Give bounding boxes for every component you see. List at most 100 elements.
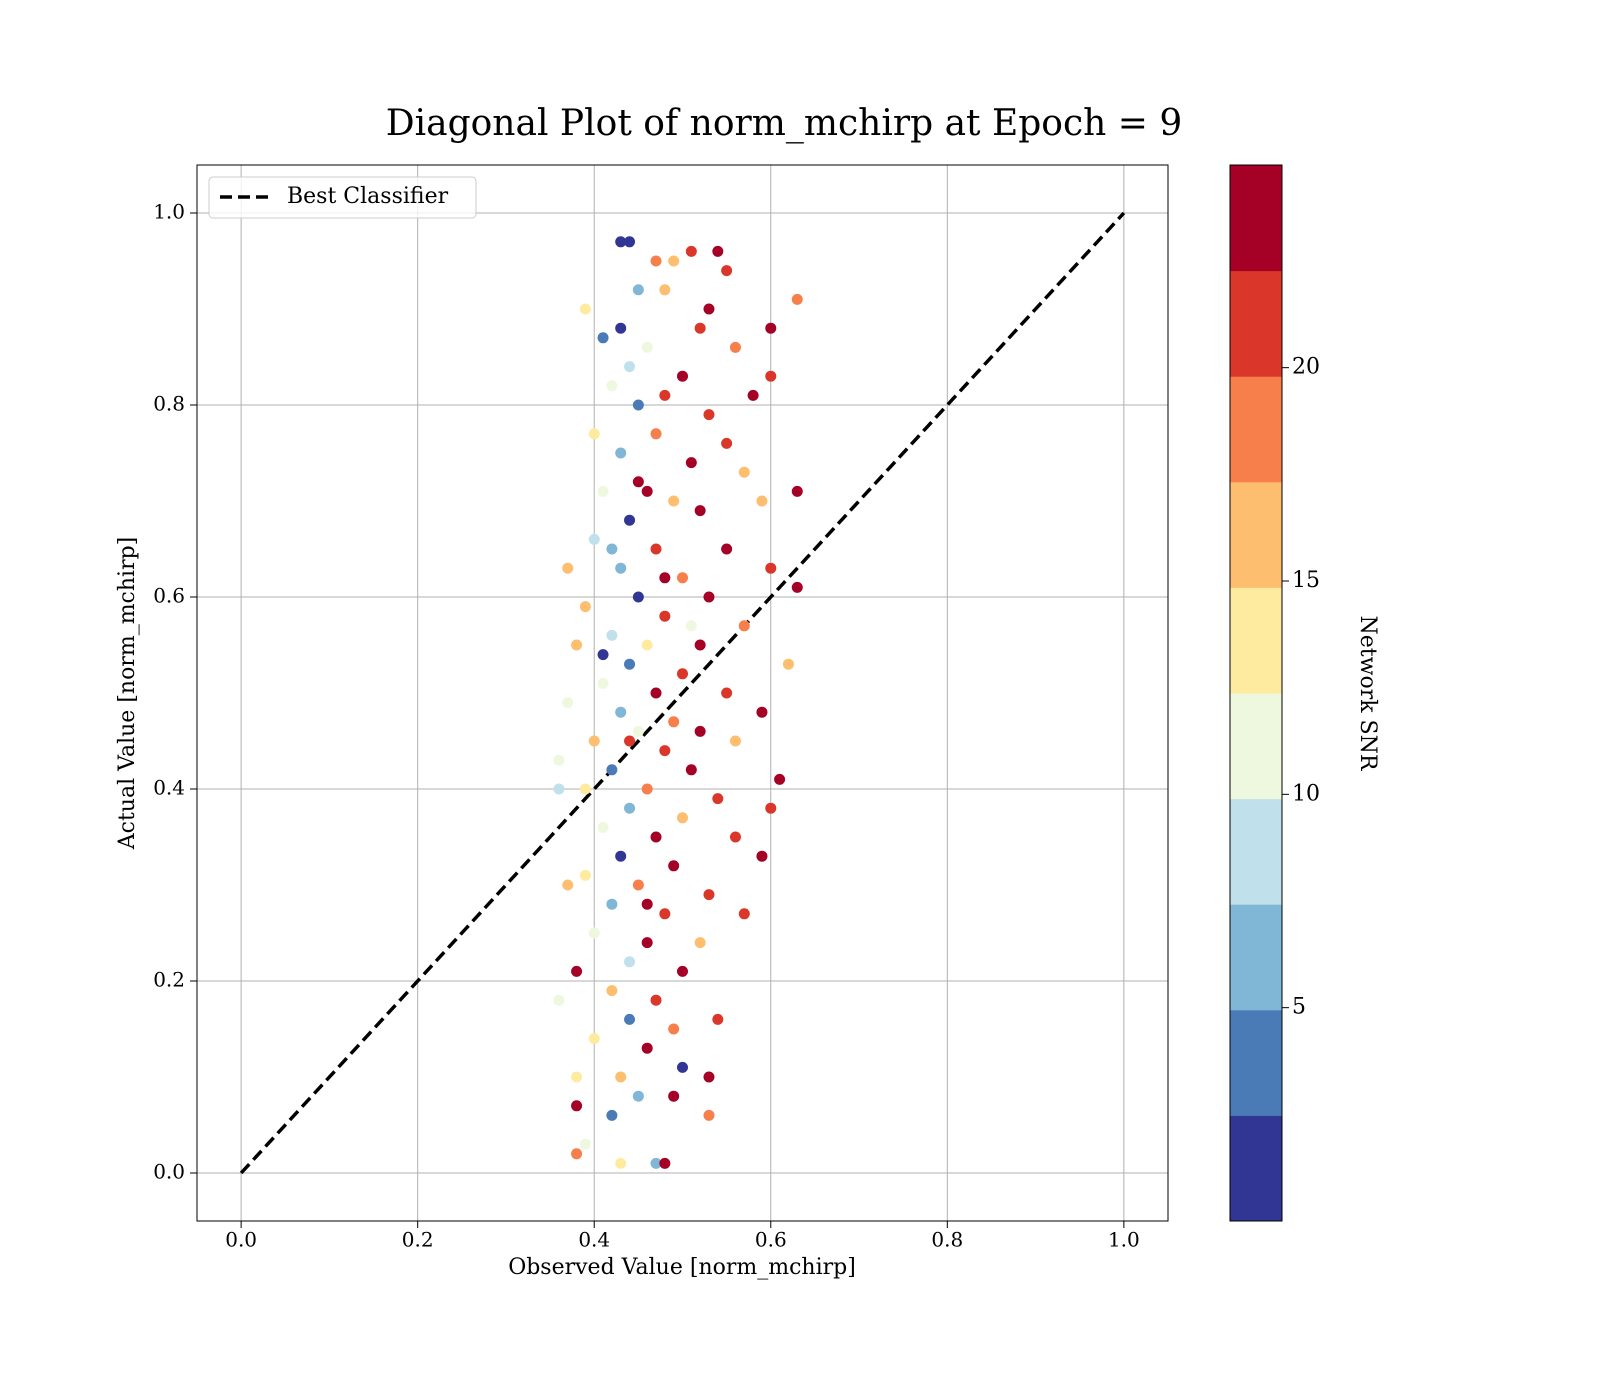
colorbar-bin — [1230, 376, 1282, 483]
scatter-point — [571, 965, 583, 977]
scatter-point — [641, 783, 653, 795]
scatter-point — [641, 341, 653, 353]
scatter-point — [571, 639, 583, 651]
scatter-point — [615, 562, 627, 574]
x-tick-label: 0.2 — [402, 1228, 434, 1252]
scatter-point — [588, 1033, 600, 1045]
y-tick-label: 1.0 — [153, 200, 185, 224]
scatter-point — [553, 994, 565, 1006]
scatter-point — [650, 1157, 662, 1169]
scatter-point — [765, 802, 777, 814]
scatter-point — [579, 303, 591, 315]
scatter-point — [668, 495, 680, 507]
scatter-point — [756, 850, 768, 862]
scatter-point — [721, 687, 733, 699]
scatter-point — [685, 620, 697, 632]
scatter-point — [632, 879, 644, 891]
colorbar-bin — [1230, 904, 1282, 1011]
scatter-point — [756, 706, 768, 718]
colorbar-bin — [1230, 587, 1282, 694]
scatter-point — [791, 581, 803, 593]
scatter-point — [668, 860, 680, 872]
scatter-point — [659, 389, 671, 401]
scatter-point — [738, 908, 750, 920]
scatter-point — [668, 255, 680, 267]
scatter-point — [650, 543, 662, 555]
scatter-point — [650, 687, 662, 699]
scatter-point — [615, 1071, 627, 1083]
scatter-point — [703, 1109, 715, 1121]
scatter-point — [641, 639, 653, 651]
scatter-point — [650, 994, 662, 1006]
scatter-point — [624, 956, 636, 968]
chart-title: Diagonal Plot of norm_mchirp at Epoch = … — [386, 103, 1183, 144]
scatter-point — [703, 591, 715, 603]
colorbar-bin — [1230, 798, 1282, 905]
scatter-point — [632, 1090, 644, 1102]
scatter-point — [738, 466, 750, 478]
scatter-point — [782, 658, 794, 670]
colorbar-bin — [1230, 270, 1282, 377]
scatter-point — [624, 514, 636, 526]
x-axis-label: Observed Value [norm_mchirp] — [508, 1255, 856, 1280]
scatter-point — [659, 908, 671, 920]
scatter-point — [562, 879, 574, 891]
y-tick-label: 0.0 — [153, 1160, 185, 1184]
scatter-point — [677, 572, 688, 584]
scatter-point — [571, 1071, 583, 1083]
y-tick-label: 0.8 — [153, 392, 185, 416]
legend-box — [208, 176, 477, 219]
scatter-point — [632, 476, 644, 488]
scatter-point — [677, 1061, 688, 1073]
scatter-point — [615, 850, 627, 862]
scatter-point — [765, 322, 777, 334]
legend-label: Best Classifier — [287, 184, 449, 209]
scatter-point — [562, 562, 574, 574]
scatter-point — [703, 889, 715, 901]
x-tick-label: 1.0 — [1108, 1228, 1140, 1252]
scatter-point — [659, 284, 671, 296]
scatter-point — [624, 1013, 636, 1025]
scatter-point — [650, 428, 662, 440]
scatter-point — [624, 735, 636, 747]
scatter-point — [615, 322, 627, 334]
scatter-point — [606, 898, 618, 910]
scatter-point — [791, 485, 803, 497]
scatter-point — [624, 802, 636, 814]
scatter-point — [694, 937, 706, 949]
scatter-point — [729, 341, 741, 353]
scatter-point — [606, 629, 618, 641]
scatter-point — [668, 1023, 680, 1035]
scatter-point — [703, 1071, 715, 1083]
colorbar-tick-label: 5 — [1292, 995, 1306, 1020]
scatter-point — [765, 370, 777, 382]
scatter-point — [588, 533, 600, 545]
scatter-point — [765, 562, 777, 574]
scatter-point — [597, 332, 609, 344]
scatter-point — [624, 361, 636, 373]
scatter-point — [694, 639, 706, 651]
scatter-point — [685, 245, 697, 257]
colorbar-tick-label: 10 — [1292, 781, 1320, 806]
scatter-point — [588, 927, 600, 939]
scatter-point — [641, 485, 653, 497]
scatter-point — [632, 284, 644, 296]
scatter-point — [712, 1013, 724, 1025]
scatter-point — [606, 764, 618, 776]
scatter-point — [729, 735, 741, 747]
scatter-point — [606, 1109, 618, 1121]
x-tick-label: 0.4 — [578, 1228, 610, 1252]
best-classifier-line — [239, 211, 1126, 1175]
colorbar-bin — [1230, 165, 1282, 272]
scatter-point — [650, 831, 662, 843]
scatter-point — [756, 495, 768, 507]
scatter-point — [677, 965, 688, 977]
scatter-point — [579, 1138, 591, 1150]
scatter-point — [677, 812, 688, 824]
scatter-point — [791, 293, 803, 305]
scatter-point — [615, 1157, 627, 1169]
scatter-point — [694, 322, 706, 334]
scatter-point — [659, 745, 671, 757]
scatter-point — [579, 783, 591, 795]
scatter-point — [615, 236, 627, 248]
